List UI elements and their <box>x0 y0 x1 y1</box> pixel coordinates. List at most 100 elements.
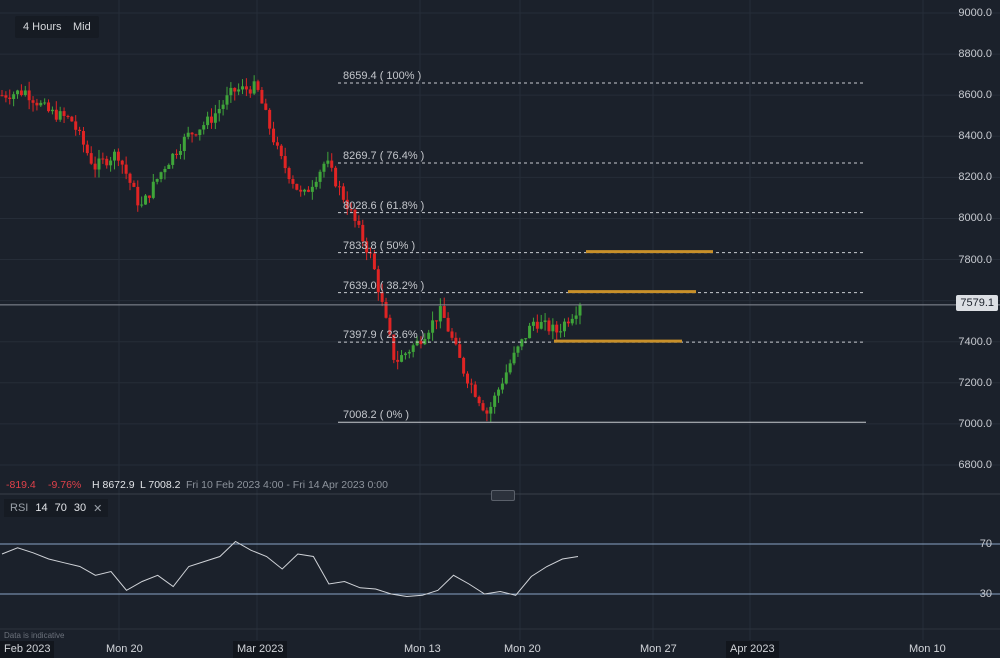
candle-body <box>403 353 407 356</box>
candle-body <box>101 158 105 160</box>
price-tick: 8200.0 <box>958 171 992 184</box>
candle-body <box>16 90 20 95</box>
time-tick: Apr 2023 <box>726 641 779 658</box>
candle-body <box>543 320 547 323</box>
fibonacci-level-label: 7833.8 ( 50% ) <box>343 239 416 252</box>
candle-body <box>555 324 559 333</box>
candle-body <box>198 129 202 136</box>
candle-body <box>500 383 504 390</box>
candle-body <box>256 81 260 90</box>
candle-body <box>272 128 276 143</box>
price-tick: 8800.0 <box>958 48 992 61</box>
candle-body <box>50 109 54 112</box>
candle-body <box>380 292 384 302</box>
candle-body <box>163 168 167 173</box>
candle-body <box>341 186 345 200</box>
candle-body <box>419 340 423 345</box>
candle-body <box>275 142 279 146</box>
candle-body <box>489 406 493 414</box>
candle-body <box>376 269 380 293</box>
rsi-indicator-legend[interactable]: RSI 14 70 30 ✕ <box>4 499 109 517</box>
candle-body <box>62 111 66 116</box>
candle-body <box>74 121 78 130</box>
time-tick: Mon 10 <box>909 643 946 655</box>
rsi-lower: 30 <box>73 502 87 514</box>
fibonacci-level-label: 7008.2 ( 0% ) <box>343 409 410 422</box>
candle-body <box>473 384 477 397</box>
candle-body <box>178 151 182 155</box>
candle-body <box>12 94 16 99</box>
candle-body <box>524 338 528 340</box>
candle-body <box>295 183 299 190</box>
candle-body <box>225 95 229 105</box>
candle-body <box>213 113 217 123</box>
candle-body <box>159 172 163 180</box>
candle-body <box>528 325 532 339</box>
time-tick: Mon 27 <box>640 643 677 655</box>
candle-body <box>411 345 415 352</box>
fibonacci-level-label: 7639.0 ( 38.2% ) <box>343 279 425 292</box>
candle-body <box>109 160 113 166</box>
fibonacci-level-label: 8028.6 ( 61.8% ) <box>343 199 425 212</box>
candle-body <box>287 168 291 180</box>
candle-body <box>171 153 175 165</box>
candle-body <box>438 306 442 322</box>
time-tick: Mon 20 <box>106 643 143 655</box>
candle-body <box>144 195 148 205</box>
candle-body <box>167 164 171 169</box>
high-value: H 8672.9 <box>92 479 135 491</box>
candle-body <box>8 97 12 99</box>
candle-body <box>458 344 462 358</box>
fibonacci-level-label: 8269.7 ( 76.4% ) <box>343 150 425 163</box>
candle-body <box>446 317 450 332</box>
candle-body <box>551 324 555 332</box>
candle-body <box>283 156 287 169</box>
time-tick: Mon 20 <box>504 643 541 655</box>
fibonacci-level-label: 8659.4 ( 100% ) <box>343 69 422 82</box>
candle-body <box>132 182 136 187</box>
price-tick: 8400.0 <box>958 130 992 143</box>
candle-body <box>35 102 39 106</box>
candle-body <box>372 253 376 270</box>
candle-body <box>93 163 97 170</box>
candle-body <box>337 186 341 188</box>
low-value: L 7008.2 <box>140 479 181 491</box>
candle-body <box>578 304 582 316</box>
candle-body <box>70 116 74 122</box>
rsi-period: 14 <box>35 502 48 514</box>
candle-body <box>116 151 120 161</box>
candle-body <box>182 136 186 152</box>
candle-body <box>136 186 140 206</box>
candle-body <box>147 195 151 198</box>
candle-body <box>81 131 85 145</box>
close-icon[interactable]: ✕ <box>93 502 103 515</box>
rsi-line <box>1 540 579 598</box>
price-tick: 7200.0 <box>958 376 992 389</box>
candle-body <box>85 144 89 154</box>
candle-body <box>54 109 58 120</box>
pane-resize-handle[interactable] <box>491 490 515 501</box>
candle-body <box>89 153 93 164</box>
candle-body <box>434 320 438 322</box>
candle-body <box>27 90 31 101</box>
candle-body <box>508 363 512 373</box>
candle-body <box>353 209 357 221</box>
candle-body <box>559 331 563 333</box>
candle-body <box>384 301 388 318</box>
candle-body <box>23 90 27 95</box>
timeframe-selector[interactable]: 4 Hours <box>15 16 70 38</box>
candle-body <box>97 158 101 170</box>
candle-body <box>105 158 109 166</box>
change-value: -819.4 <box>6 479 36 491</box>
rsi-name: RSI <box>10 502 29 514</box>
candle-body <box>221 104 225 109</box>
candle-body <box>318 171 322 182</box>
price-tick: 7400.0 <box>958 335 992 348</box>
candle-body <box>361 224 365 242</box>
candle-body <box>407 351 411 354</box>
candle-body <box>229 87 233 96</box>
candle-body <box>310 186 314 192</box>
candle-body <box>485 410 489 414</box>
price-type-selector[interactable]: Mid <box>65 16 99 38</box>
